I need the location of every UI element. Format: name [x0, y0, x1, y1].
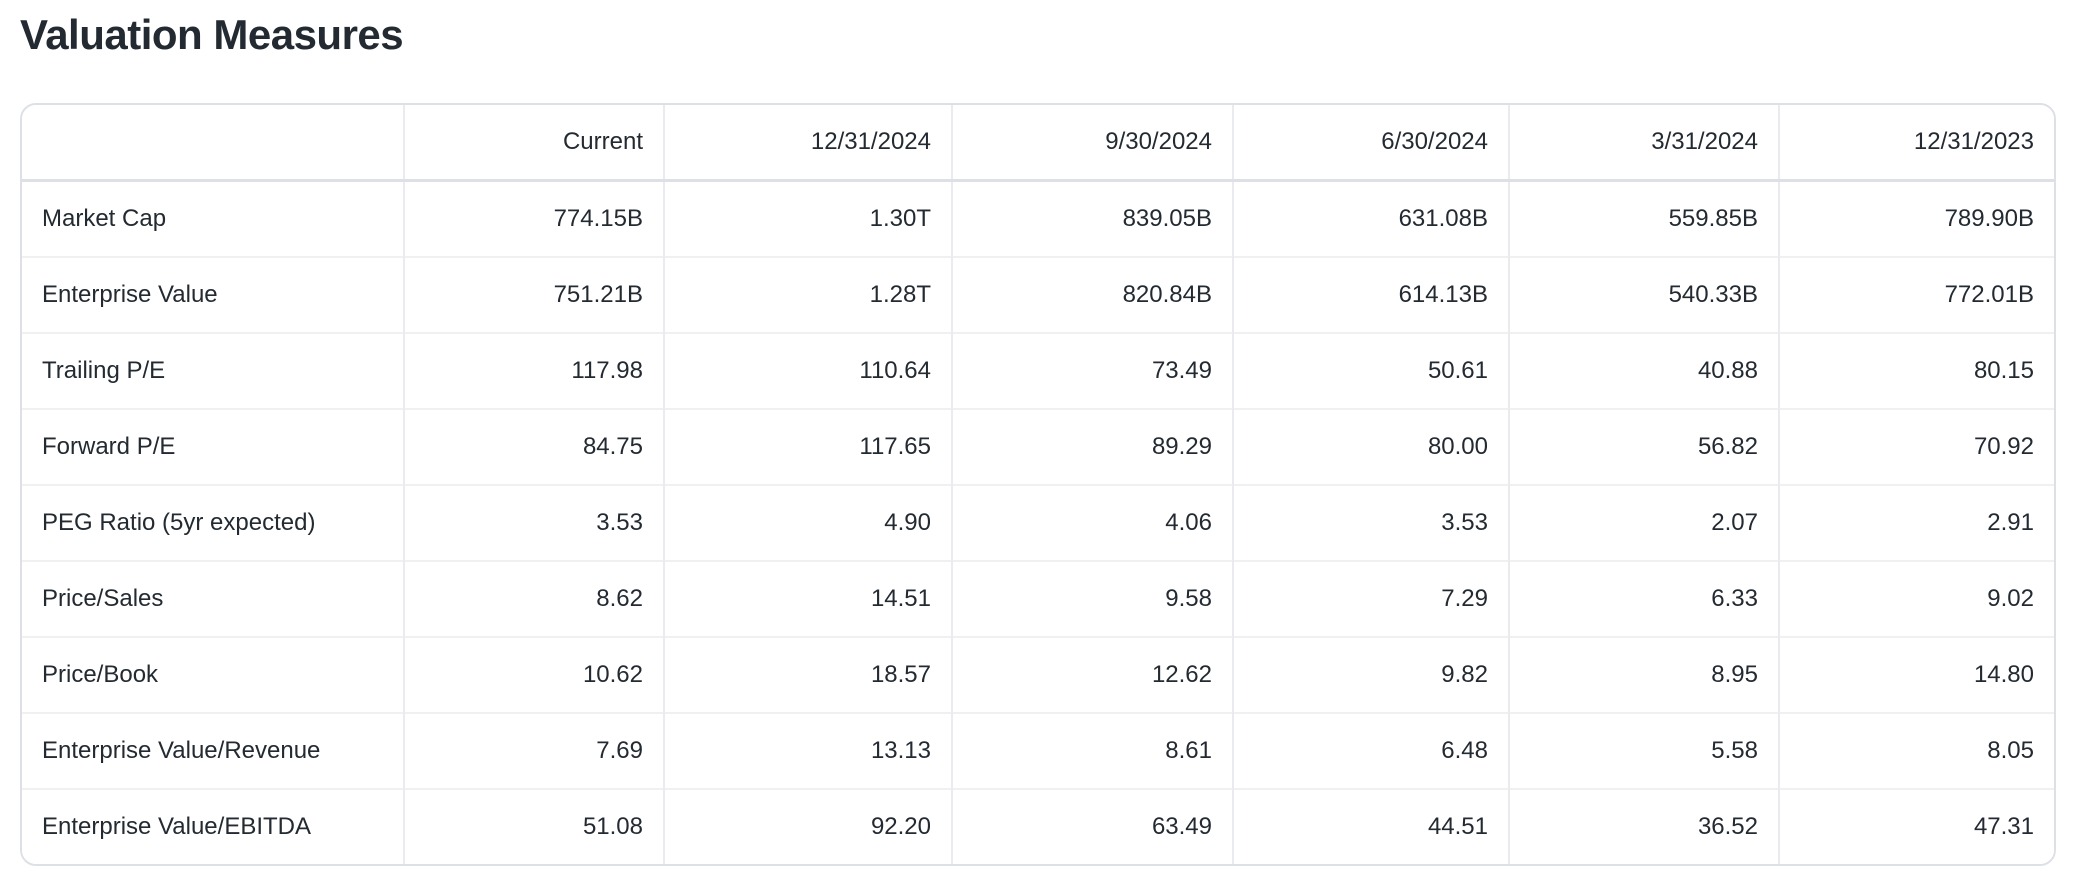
metric-value: 631.08B — [1232, 180, 1509, 257]
metric-value: 18.57 — [663, 636, 952, 713]
metric-value: 92.20 — [663, 788, 952, 864]
metric-value: 4.06 — [951, 484, 1233, 561]
column-header-date-4: 3/31/2024 — [1508, 105, 1779, 182]
metric-value: 63.49 — [951, 788, 1233, 864]
metric-value: 789.90B — [1778, 180, 2054, 257]
table-row: Enterprise Value 751.21B 1.28T 820.84B 6… — [22, 256, 2054, 333]
metric-value: 8.05 — [1778, 712, 2054, 789]
metric-value: 7.69 — [403, 712, 664, 789]
metric-value: 772.01B — [1778, 256, 2054, 333]
metric-label: Trailing P/E — [22, 332, 404, 409]
table-row: Enterprise Value/Revenue 7.69 13.13 8.61… — [22, 712, 2054, 789]
metric-value: 13.13 — [663, 712, 952, 789]
table-row: Price/Book 10.62 18.57 12.62 9.82 8.95 1… — [22, 636, 2054, 713]
metric-value: 839.05B — [951, 180, 1233, 257]
metric-value: 40.88 — [1508, 332, 1779, 409]
table-row: PEG Ratio (5yr expected) 3.53 4.90 4.06 … — [22, 484, 2054, 561]
metric-value: 80.15 — [1778, 332, 2054, 409]
valuation-measures-table: Current 12/31/2024 9/30/2024 6/30/2024 3… — [20, 103, 2056, 866]
metric-value: 540.33B — [1508, 256, 1779, 333]
metric-value: 1.30T — [663, 180, 952, 257]
metric-value: 44.51 — [1232, 788, 1509, 864]
metric-value: 56.82 — [1508, 408, 1779, 485]
metric-label: Enterprise Value/Revenue — [22, 712, 404, 789]
metric-value: 3.53 — [403, 484, 664, 561]
metric-value: 614.13B — [1232, 256, 1509, 333]
metric-value: 3.53 — [1232, 484, 1509, 561]
column-header-date-1: 12/31/2024 — [663, 105, 952, 182]
metric-value: 7.29 — [1232, 560, 1509, 637]
metric-label: Market Cap — [22, 180, 404, 257]
metric-label: Price/Book — [22, 636, 404, 713]
metric-value: 2.91 — [1778, 484, 2054, 561]
metric-value: 47.31 — [1778, 788, 2054, 864]
metric-label: Forward P/E — [22, 408, 404, 485]
table-row: Market Cap 774.15B 1.30T 839.05B 631.08B… — [22, 180, 2054, 257]
metric-value: 559.85B — [1508, 180, 1779, 257]
valuation-table: Current 12/31/2024 9/30/2024 6/30/2024 3… — [22, 105, 2054, 864]
column-header-date-5: 12/31/2023 — [1778, 105, 2054, 182]
table-row: Forward P/E 84.75 117.65 89.29 80.00 56.… — [22, 408, 2054, 485]
metric-column-header — [22, 105, 404, 182]
metric-value: 70.92 — [1778, 408, 2054, 485]
metric-value: 84.75 — [403, 408, 664, 485]
metric-value: 36.52 — [1508, 788, 1779, 864]
metric-value: 751.21B — [403, 256, 664, 333]
metric-label: Enterprise Value/EBITDA — [22, 788, 404, 864]
metric-value: 6.33 — [1508, 560, 1779, 637]
metric-value: 4.90 — [663, 484, 952, 561]
metric-value: 774.15B — [403, 180, 664, 257]
metric-value: 9.82 — [1232, 636, 1509, 713]
metric-value: 6.48 — [1232, 712, 1509, 789]
metric-value: 50.61 — [1232, 332, 1509, 409]
metric-value: 12.62 — [951, 636, 1233, 713]
table-row: Enterprise Value/EBITDA 51.08 92.20 63.4… — [22, 788, 2054, 864]
column-header-date-2: 9/30/2024 — [951, 105, 1233, 182]
metric-value: 9.58 — [951, 560, 1233, 637]
metric-value: 8.61 — [951, 712, 1233, 789]
column-header-date-3: 6/30/2024 — [1232, 105, 1509, 182]
metric-value: 117.65 — [663, 408, 952, 485]
metric-value: 8.95 — [1508, 636, 1779, 713]
metric-value: 14.51 — [663, 560, 952, 637]
table-row: Trailing P/E 117.98 110.64 73.49 50.61 4… — [22, 332, 2054, 409]
metric-value: 80.00 — [1232, 408, 1509, 485]
metric-value: 5.58 — [1508, 712, 1779, 789]
metric-value: 10.62 — [403, 636, 664, 713]
column-header-current: Current — [403, 105, 664, 182]
metric-value: 51.08 — [403, 788, 664, 864]
metric-value: 1.28T — [663, 256, 952, 333]
metric-label: Price/Sales — [22, 560, 404, 637]
metric-value: 820.84B — [951, 256, 1233, 333]
metric-value: 89.29 — [951, 408, 1233, 485]
table-body: Market Cap 774.15B 1.30T 839.05B 631.08B… — [22, 180, 2054, 864]
page-title: Valuation Measures — [20, 11, 404, 58]
table-header-row: Current 12/31/2024 9/30/2024 6/30/2024 3… — [22, 105, 2054, 182]
metric-value: 14.80 — [1778, 636, 2054, 713]
metric-value: 2.07 — [1508, 484, 1779, 561]
metric-value: 117.98 — [403, 332, 664, 409]
table-row: Price/Sales 8.62 14.51 9.58 7.29 6.33 9.… — [22, 560, 2054, 637]
metric-label: PEG Ratio (5yr expected) — [22, 484, 404, 561]
metric-value: 73.49 — [951, 332, 1233, 409]
metric-label: Enterprise Value — [22, 256, 404, 333]
metric-value: 8.62 — [403, 560, 664, 637]
metric-value: 110.64 — [663, 332, 952, 409]
metric-value: 9.02 — [1778, 560, 2054, 637]
